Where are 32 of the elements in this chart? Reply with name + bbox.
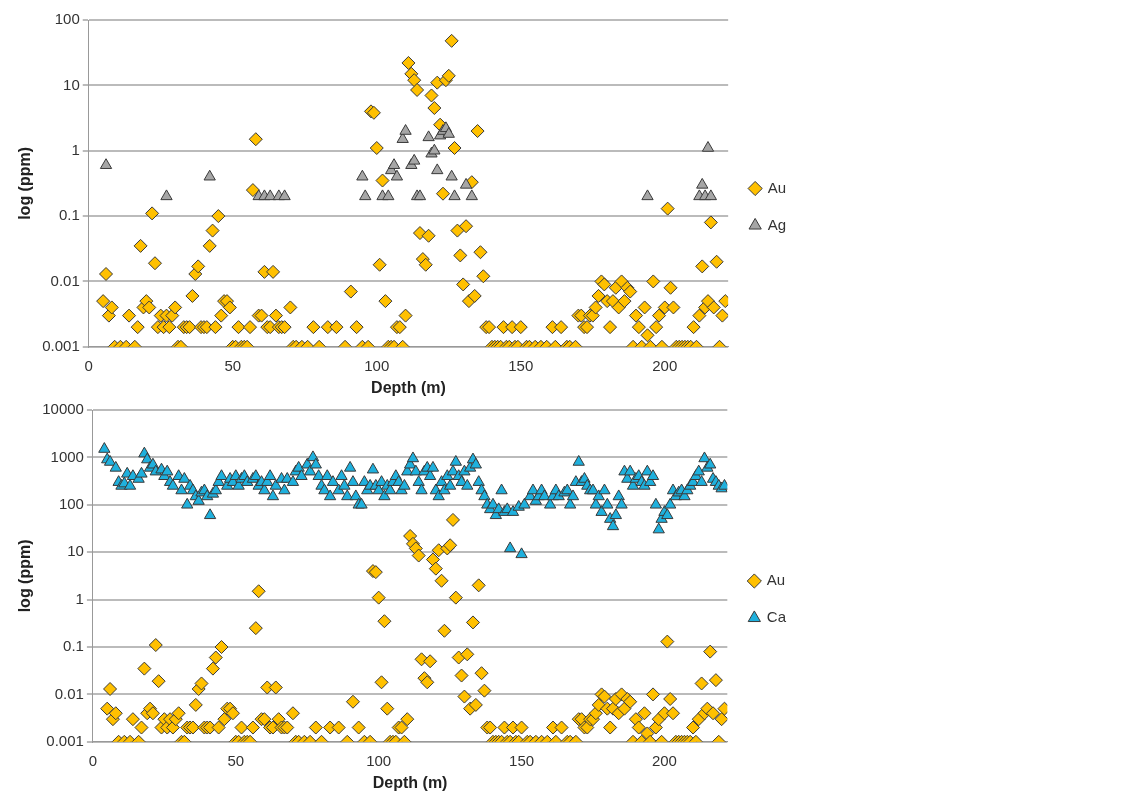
x-tick-label: 150: [509, 751, 535, 769]
legend-label: Au: [766, 571, 786, 589]
y-tick-label: 100: [58, 494, 84, 512]
y-tick-label: 10000: [42, 400, 84, 418]
x-tick-label: 50: [224, 356, 242, 374]
x-tick-label: 100: [364, 356, 390, 374]
x-tick-label: 100: [366, 751, 392, 769]
legend-label: Au: [767, 178, 787, 196]
x-axis-title: Depth (m): [372, 773, 448, 791]
x-axis-title: Depth (m): [371, 378, 446, 396]
y-tick-label: 1: [71, 140, 80, 158]
x-tick-label: 0: [84, 356, 93, 374]
x-tick-label: 0: [88, 751, 98, 769]
x-tick-label: 50: [227, 751, 245, 769]
legend-label: Ca: [766, 608, 787, 626]
y-tick-label: 0.01: [50, 271, 80, 289]
y-tick-label: 10: [67, 542, 84, 560]
y-tick-label: 0.001: [42, 336, 80, 354]
y-tick-label: 0.01: [54, 684, 84, 702]
y-axis-title: log (ppm): [16, 146, 34, 220]
y-tick-label: 100: [54, 10, 80, 28]
y-tick-label: 0.001: [46, 731, 84, 749]
y-tick-label: 1000: [50, 447, 84, 465]
y-axis-title: log (ppm): [16, 539, 34, 613]
x-tick-label: 150: [508, 356, 534, 374]
y-tick-label: 10: [63, 75, 80, 93]
x-tick-label: 200: [652, 356, 678, 374]
y-tick-label: 0.1: [58, 206, 80, 224]
x-tick-label: 200: [651, 751, 677, 769]
y-tick-label: 0.1: [63, 637, 84, 655]
y-tick-label: 1: [75, 589, 84, 607]
legend-label: Ag: [767, 215, 787, 233]
